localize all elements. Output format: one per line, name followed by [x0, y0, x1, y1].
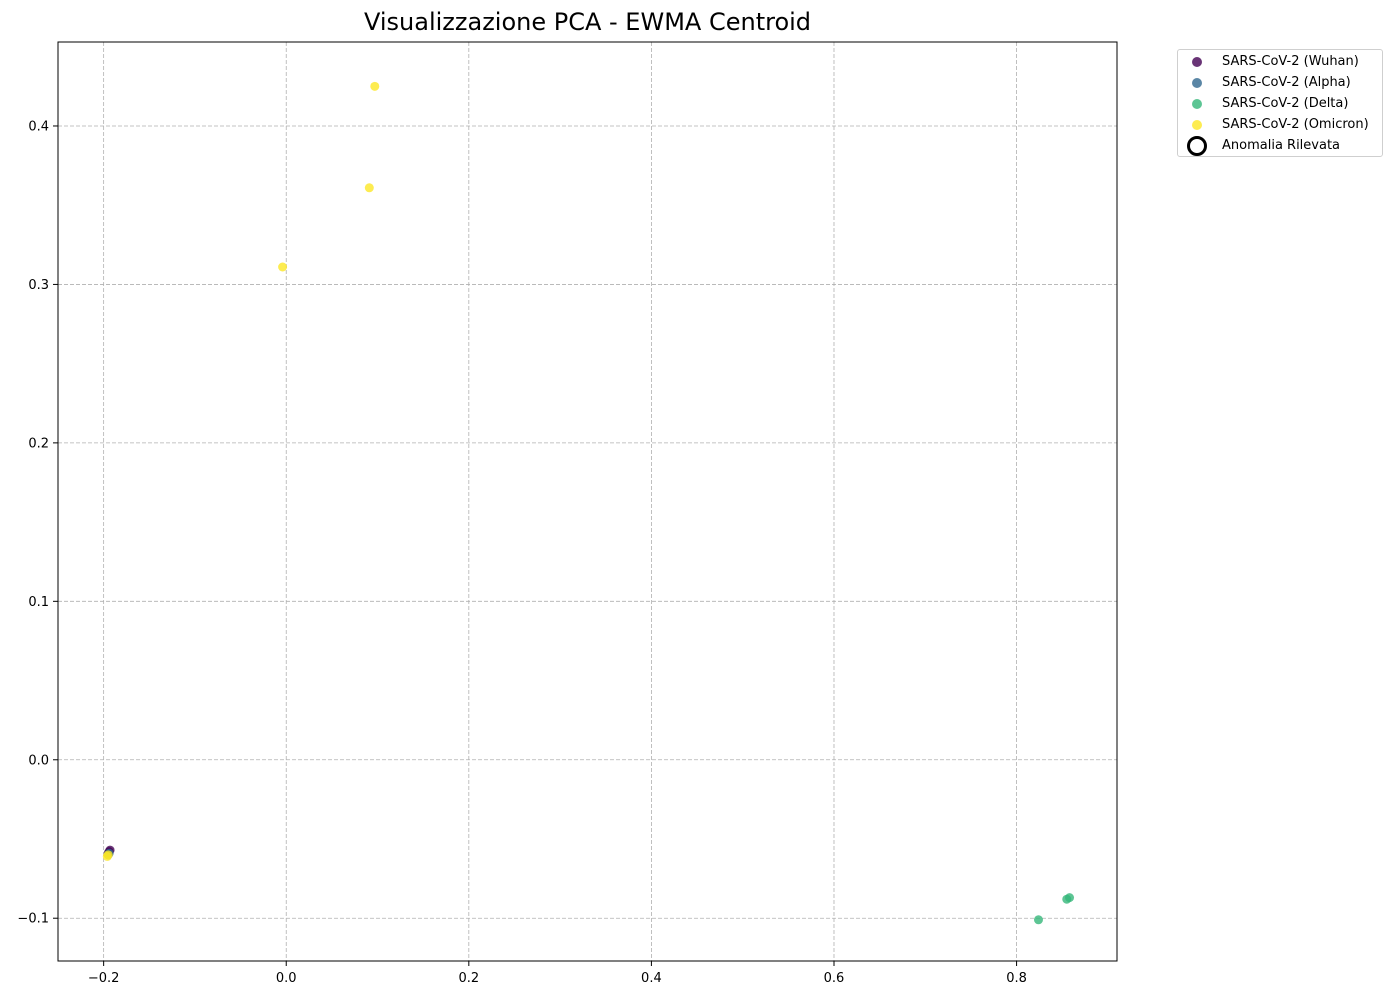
legend-item-omicron: SARS-CoV-2 (Omicron)	[1178, 115, 1382, 135]
legend-label-omicron: SARS-CoV-2 (Omicron)	[1222, 117, 1369, 132]
data-point-sars-cov-2-omicron	[102, 851, 112, 861]
data-point-sars-cov-2-delta	[1033, 915, 1043, 925]
legend: SARS-CoV-2 (Wuhan) SARS-CoV-2 (Alpha) SA…	[1177, 49, 1383, 157]
legend-label-delta: SARS-CoV-2 (Delta)	[1222, 96, 1349, 111]
legend-item-delta: SARS-CoV-2 (Delta)	[1178, 94, 1382, 114]
data-point-sars-cov-2-omicron	[364, 183, 374, 193]
legend-item-alpha: SARS-CoV-2 (Alpha)	[1178, 73, 1382, 93]
legend-marker-wuhan	[1192, 57, 1202, 67]
y-tick-label: 0.0	[28, 753, 49, 768]
x-tick-label: 0.6	[824, 971, 845, 986]
y-tick-label: 0.3	[28, 278, 49, 293]
legend-label-anomaly: Anomalia Rilevata	[1222, 138, 1341, 153]
data-point-sars-cov-2-omicron	[278, 262, 288, 272]
plot-frame	[57, 41, 1118, 962]
data-point-sars-cov-2-delta	[1065, 893, 1075, 903]
chart-title: Visualizzazione PCA - EWMA Centroid	[363, 8, 812, 36]
y-tick-label: 0.4	[28, 119, 49, 134]
legend-item-wuhan: SARS-CoV-2 (Wuhan)	[1178, 52, 1382, 72]
x-tick-label: 0.2	[458, 971, 479, 986]
y-tick-label: −0.1	[17, 912, 49, 927]
legend-marker-delta	[1192, 99, 1202, 109]
x-tick-label: 0.4	[641, 971, 662, 986]
legend-label-wuhan: SARS-CoV-2 (Wuhan)	[1222, 54, 1359, 69]
legend-marker-omicron	[1192, 120, 1202, 130]
data-point-sars-cov-2-omicron	[370, 81, 380, 91]
legend-label-alpha: SARS-CoV-2 (Alpha)	[1222, 75, 1351, 90]
legend-item-anomaly: Anomalia Rilevata	[1178, 136, 1382, 156]
x-tick-label: −0.2	[88, 971, 120, 986]
x-tick-label: 0.0	[276, 971, 297, 986]
x-tick-label: 0.8	[1006, 971, 1027, 986]
y-tick-label: 0.2	[28, 436, 49, 451]
y-tick-label: 0.1	[28, 595, 49, 610]
legend-marker-anomaly	[1187, 136, 1207, 156]
legend-marker-alpha	[1192, 78, 1202, 88]
